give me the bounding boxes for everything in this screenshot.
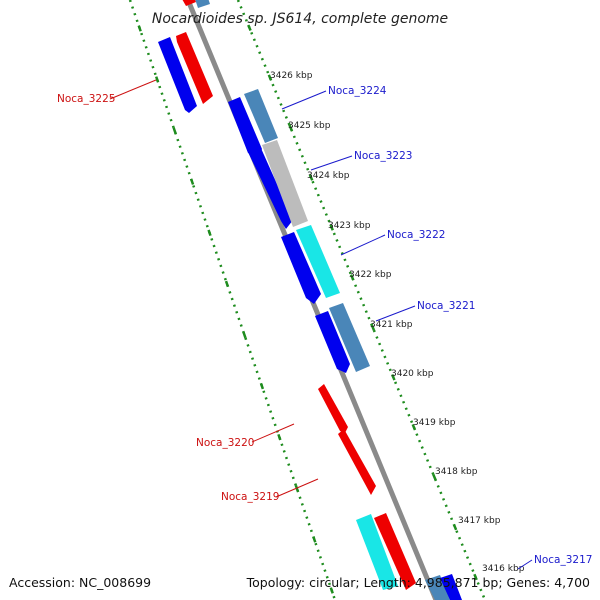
guide-tick bbox=[242, 331, 247, 339]
gene-reverse-strand[interactable] bbox=[178, 0, 196, 6]
genome-summary-text: Topology: circular; Length: 4,985,871 bp… bbox=[246, 575, 590, 590]
leader-line bbox=[275, 478, 319, 498]
leader-line bbox=[375, 305, 416, 322]
guide-tick bbox=[411, 423, 417, 431]
gene-reverse-strand[interactable] bbox=[338, 429, 376, 495]
guide-tick bbox=[207, 229, 212, 237]
tick-label: 3417 kbp bbox=[458, 516, 501, 526]
kbp-scale: 3426 kbp 3425 kbp 3424 kbp 3423 kbp 3422… bbox=[270, 71, 525, 574]
guide-tick bbox=[189, 178, 195, 185]
guide-tick bbox=[172, 127, 177, 134]
tick-label: 3416 kbp bbox=[482, 564, 525, 574]
leader-line bbox=[340, 234, 386, 256]
guide-tick bbox=[247, 24, 252, 31]
label-leaders bbox=[109, 79, 533, 570]
gene-label[interactable]: Noca_3221 bbox=[417, 300, 475, 312]
guide-tick bbox=[391, 374, 396, 381]
gene-reverse-strand[interactable] bbox=[176, 32, 213, 104]
map-title: Nocardioides sp. JS614, complete genome bbox=[152, 11, 448, 27]
guide-tick-marks bbox=[137, 24, 478, 594]
gene-cyan[interactable] bbox=[356, 514, 398, 590]
gene-track bbox=[158, 0, 462, 600]
gene-grey[interactable] bbox=[262, 140, 308, 227]
gene-label[interactable]: Noca_3217 bbox=[534, 554, 592, 566]
leader-line bbox=[281, 90, 327, 110]
gene-label[interactable]: Noca_3219 bbox=[221, 491, 279, 503]
guide-tick bbox=[329, 224, 334, 231]
tick-label: 3422 kbp bbox=[349, 270, 392, 280]
tick-label: 3423 kbp bbox=[328, 221, 371, 231]
guide-tick bbox=[155, 76, 160, 83]
guide-tick bbox=[370, 324, 376, 331]
tick-label: 3421 kbp bbox=[370, 320, 413, 330]
gene-steel-blue[interactable] bbox=[244, 89, 278, 143]
gene-forward-strand[interactable] bbox=[281, 232, 321, 304]
gene-reverse-strand[interactable] bbox=[318, 384, 348, 433]
left-guide-line bbox=[128, 0, 337, 600]
gene-label[interactable]: Noca_3224 bbox=[328, 85, 387, 97]
tick-label: 3424 kbp bbox=[307, 171, 350, 181]
gene-forward-strand[interactable] bbox=[158, 37, 197, 113]
tick-label: 3420 kbp bbox=[391, 369, 434, 379]
accession-text: Accession: NC_008699 bbox=[9, 575, 152, 590]
gene-label[interactable]: Noca_3225 bbox=[57, 93, 115, 105]
guide-tick bbox=[288, 124, 293, 131]
guide-tick bbox=[452, 523, 458, 531]
gene-labels: Noca_3225 Noca_3224 Noca_3223 Noca_3222 … bbox=[57, 85, 592, 566]
gene-steel-blue[interactable] bbox=[192, 0, 210, 8]
guide-tick bbox=[259, 382, 265, 390]
gene-steel-blue[interactable] bbox=[425, 575, 450, 600]
gene-forward-strand[interactable] bbox=[315, 311, 350, 373]
guide-tick bbox=[277, 433, 282, 441]
gene-label[interactable]: Noca_3220 bbox=[196, 437, 254, 449]
guide-tick bbox=[329, 587, 334, 594]
leader-line bbox=[109, 79, 157, 100]
leader-line bbox=[251, 423, 295, 443]
gene-forward-strand[interactable] bbox=[228, 97, 262, 158]
guide-tick bbox=[137, 25, 142, 32]
guide-lines bbox=[128, 0, 487, 600]
tick-label: 3426 kbp bbox=[270, 71, 313, 81]
guide-tick bbox=[349, 274, 355, 281]
gene-forward-strand[interactable] bbox=[247, 146, 293, 229]
gene-steel-blue[interactable] bbox=[329, 303, 370, 372]
guide-tick bbox=[224, 280, 230, 288]
gene-cyan[interactable] bbox=[296, 225, 340, 298]
guide-tick bbox=[308, 174, 314, 181]
right-guide-line bbox=[236, 0, 487, 600]
tick-label: 3418 kbp bbox=[435, 467, 478, 477]
guide-tick bbox=[473, 573, 478, 581]
guide-tick bbox=[267, 74, 273, 81]
gene-forward-strand[interactable] bbox=[440, 574, 462, 600]
guide-tick bbox=[432, 473, 437, 481]
tick-label: 3425 kbp bbox=[288, 121, 331, 131]
gene-label[interactable]: Noca_3222 bbox=[387, 229, 445, 241]
gene-label[interactable]: Noca_3223 bbox=[354, 150, 412, 162]
guide-tick bbox=[312, 536, 317, 543]
leader-line bbox=[517, 559, 533, 570]
tick-label: 3419 kbp bbox=[413, 418, 456, 428]
leader-line bbox=[310, 155, 353, 171]
gene-reverse-strand[interactable] bbox=[374, 513, 416, 590]
